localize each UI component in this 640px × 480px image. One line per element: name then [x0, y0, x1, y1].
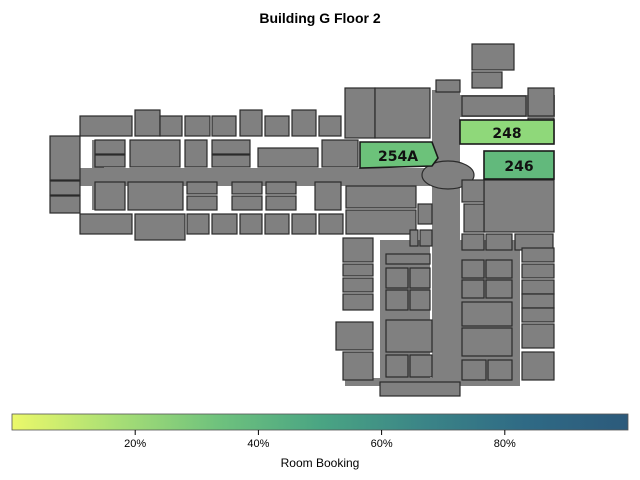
- room-248[interactable]: [459, 119, 555, 145]
- room-254a-label: 254A: [378, 149, 418, 165]
- room-246-label: 246: [504, 159, 533, 175]
- colorbar-tick-label: 60%: [371, 438, 393, 450]
- colorbar-label: Room Booking: [281, 456, 360, 470]
- booked-rooms: 254A 248 246: [359, 119, 555, 180]
- colorbar-gradient: [11, 413, 629, 431]
- rooms: [49, 43, 555, 397]
- room-254a[interactable]: [359, 141, 439, 169]
- colorbar-tick-label: 80%: [494, 438, 516, 450]
- colorbar: 20% 40% 60% 80% Room Booking: [11, 413, 629, 470]
- room-248-label: 248: [492, 126, 521, 142]
- room-246[interactable]: [483, 150, 555, 180]
- colorbar-tick-label: 20%: [124, 438, 146, 450]
- colorbar-tick-label: 40%: [247, 438, 269, 450]
- map-title: Building G Floor 2: [259, 10, 381, 26]
